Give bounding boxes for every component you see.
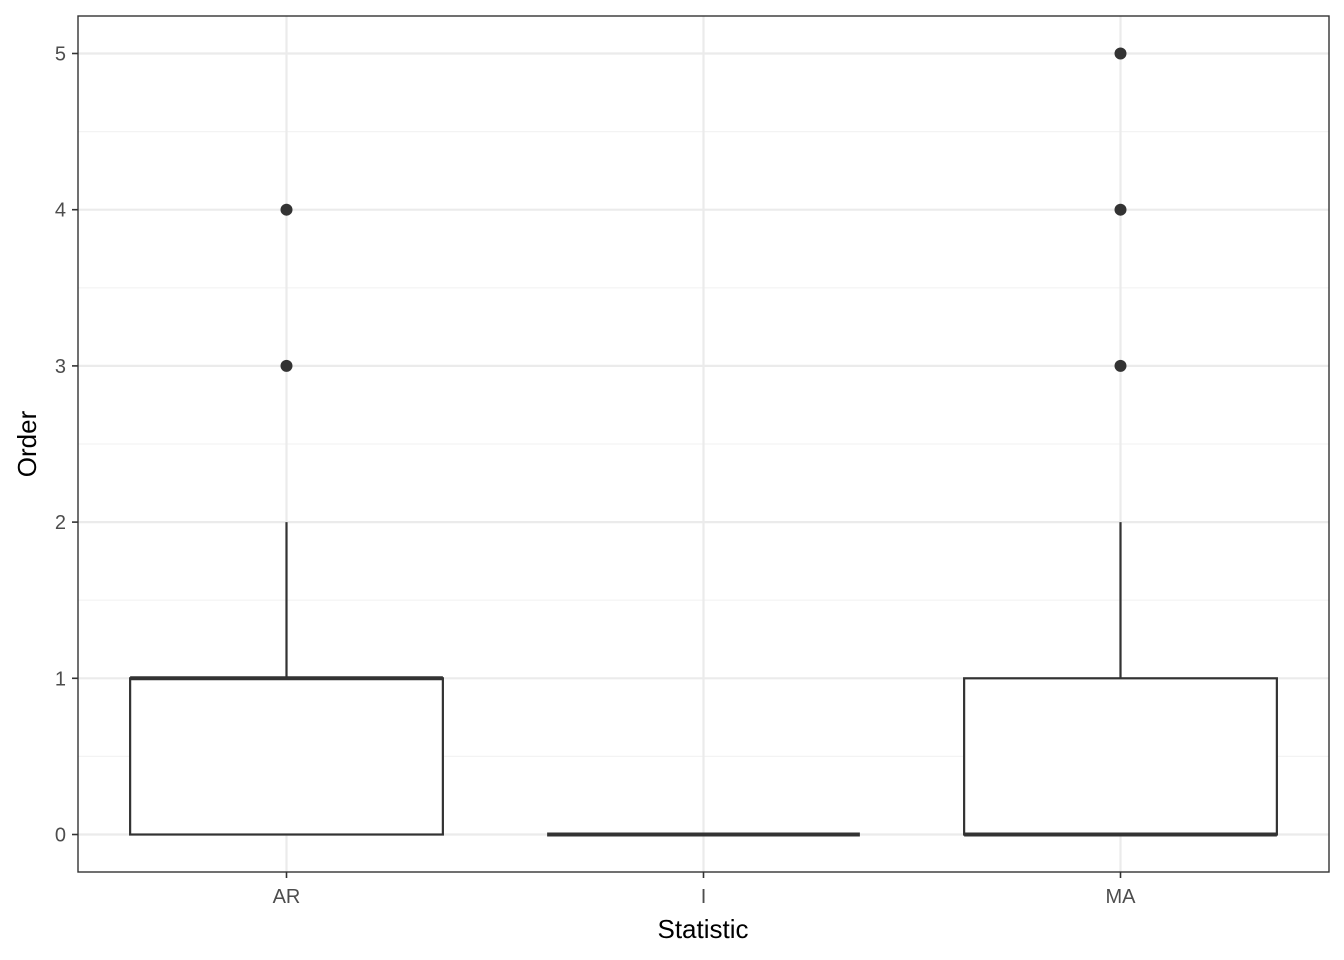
x-tick-label: MA (1106, 886, 1137, 908)
outlier-point (280, 203, 293, 216)
outlier-point (1114, 203, 1127, 216)
box-layer (129, 47, 1278, 837)
box-AR (129, 677, 444, 836)
axes: 0 1 2 3 4 5 AR I MA (55, 43, 1136, 908)
x-tick-label: AR (273, 886, 301, 908)
y-tick-label: 4 (55, 200, 66, 222)
panel-border (77, 15, 1330, 873)
x-axis-title: Statistic (657, 914, 748, 944)
outlier-point (280, 359, 293, 372)
y-tick-label: 2 (55, 512, 66, 534)
box-MA (963, 677, 1278, 836)
y-axis-title: Order (12, 410, 42, 477)
outlier-point (1114, 359, 1127, 372)
y-tick-label: 1 (55, 668, 66, 690)
outlier-point (1114, 47, 1127, 60)
y-tick-label: 3 (55, 356, 66, 378)
x-tick-label: I (701, 886, 707, 908)
y-tick-label: 0 (55, 825, 66, 847)
y-tick-label: 5 (55, 43, 66, 65)
